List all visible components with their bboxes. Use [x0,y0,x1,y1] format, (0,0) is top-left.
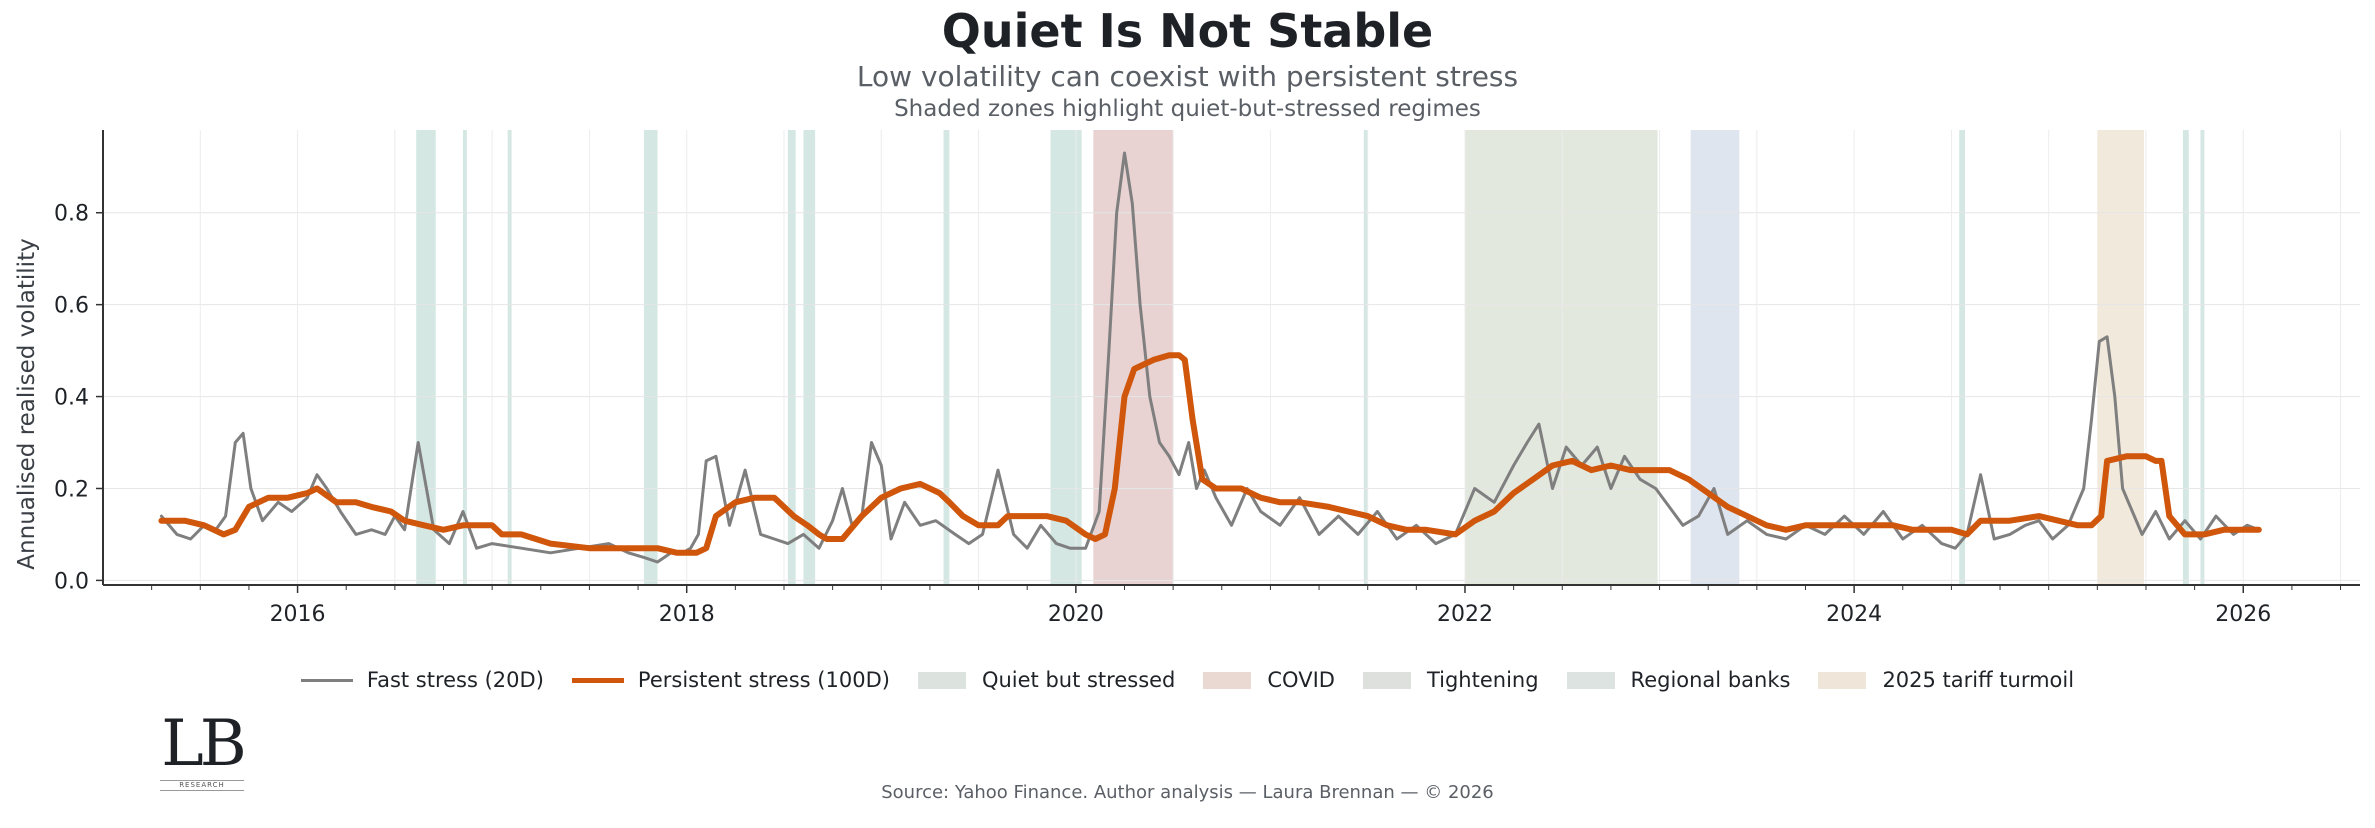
chart-subsubtitle: Shaded zones highlight quiet-but-stresse… [894,96,1481,122]
legend-item-tightening: Tightening [1362,668,1539,692]
legend-swatch-tariff [1818,671,1867,689]
legend-label-quiet: Quiet but stressed [981,668,1176,692]
x-tick-label-5: 2026 [2215,602,2271,627]
y-tick-label-4: 0.8 [54,202,89,227]
legend-label-tariff: 2025 tariff turmoil [1882,668,2075,692]
x-tick-label-1: 2018 [659,602,715,627]
legend-swatch-regional-banks [1566,671,1615,689]
lb-research-logo: LB RESEARCH [160,707,247,791]
chart-title: Quiet Is Not Stable [941,4,1434,58]
axes: 0.0 0.2 0.4 0.6 0.8 2016 2018 2020 2022 2024 2026 [54,130,2360,627]
legend: Fast stress (20D) Persistent stress (100… [0,668,2375,692]
legend-item-tariff: 2025 tariff turmoil [1818,668,2074,692]
regime-shading [416,130,2205,585]
fast-stress-line [159,151,2261,564]
legend-label-persistent: Persistent stress (100D) [637,668,890,692]
y-tick-label-1: 0.2 [54,477,89,502]
legend-label-tightening: Tightening [1426,668,1539,692]
x-tick-label-4: 2024 [1826,602,1882,627]
regime-band-0-5 [803,130,816,585]
y-tick-label-0: 0.0 [54,569,89,594]
x-tick-label-0: 2016 [270,602,326,627]
legend-item-quiet: Quiet but stressed [917,668,1176,692]
legend-swatch-quiet [917,671,966,689]
regime-band-0-9 [1959,130,1966,585]
regime-band-0-2 [507,130,512,585]
chart-subtitle: Low volatility can coexist with persiste… [856,60,1519,93]
logo-subtext: RESEARCH [160,780,244,791]
legend-label-regional-banks: Regional banks [1630,668,1791,692]
regime-band-4-0 [2097,130,2145,585]
logo-monogram: LB [161,707,247,781]
y-tick-label-2: 0.4 [54,386,89,411]
gridlines [103,130,2360,585]
y-tick-label-3: 0.6 [54,294,89,319]
y-axis-label: Annualised realised volatility [14,238,40,569]
regime-band-0-8 [1363,130,1368,585]
series-lines [158,151,2262,564]
legend-swatch-fast [300,678,353,682]
legend-item-fast: Fast stress (20D) [300,668,544,692]
legend-item-covid: COVID [1203,668,1335,692]
x-tick-label-3: 2022 [1437,602,1493,627]
regime-band-0-10 [2182,130,2189,585]
regime-band-0-4 [787,130,796,585]
regime-band-0-0 [416,130,436,585]
regime-band-0-11 [2200,130,2205,585]
regime-band-0-1 [462,130,467,585]
regime-band-0-3 [643,130,658,585]
legend-swatch-tightening [1362,671,1411,689]
legend-label-covid: COVID [1267,668,1335,692]
x-tick-label-2: 2020 [1048,602,1104,627]
legend-label-fast: Fast stress (20D) [366,668,544,692]
legend-swatch-persistent [571,677,624,683]
persistent-stress-line [158,352,2262,556]
regime-band-2-0 [1464,130,1658,585]
legend-item-persistent: Persistent stress (100D) [571,668,890,692]
legend-swatch-covid [1203,671,1252,689]
source-note: Source: Yahoo Finance. Author analysis —… [881,782,1494,803]
regime-band-0-6 [943,130,950,585]
regime-band-0-7 [1050,130,1082,585]
legend-item-regional-banks: Regional banks [1566,668,1791,692]
